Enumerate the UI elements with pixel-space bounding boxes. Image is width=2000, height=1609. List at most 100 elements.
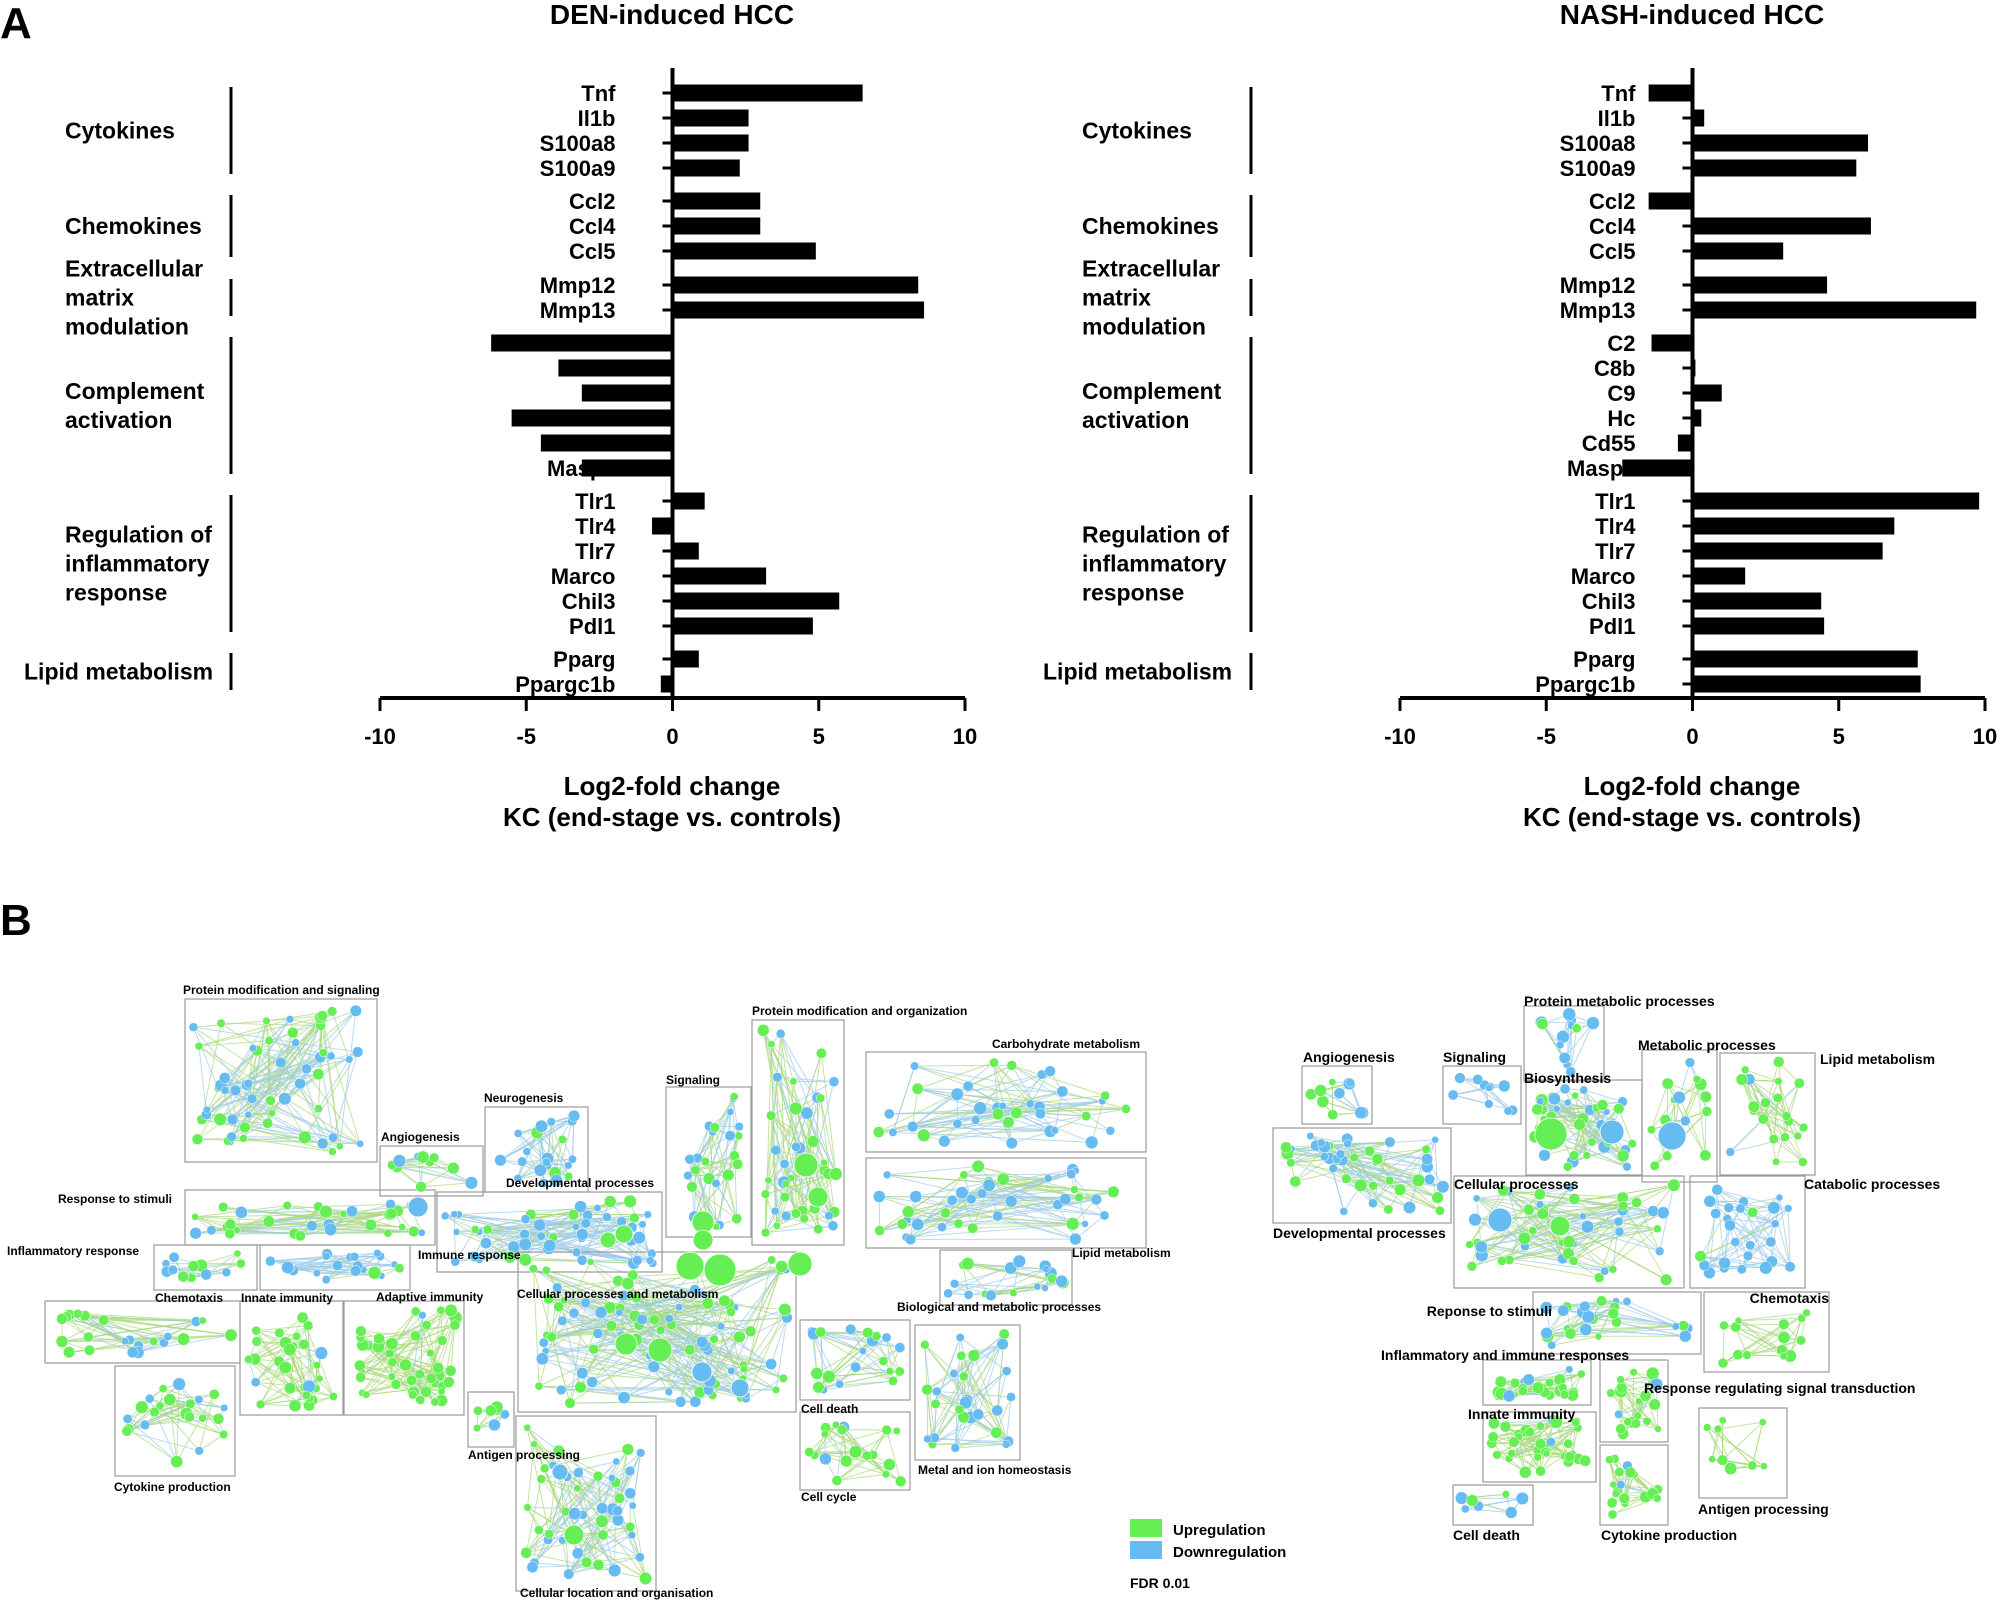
cluster-box: [799, 1411, 911, 1491]
network-edge: [1735, 1326, 1783, 1351]
downregulated-node: [1657, 1121, 1687, 1151]
downregulated-node: [218, 1072, 231, 1084]
upregulated-node: [1562, 1161, 1573, 1172]
downregulated-node: [189, 1227, 202, 1240]
upregulated-node: [1652, 1494, 1662, 1503]
upregulated-node: [1466, 1494, 1479, 1507]
downregulated-node: [824, 1211, 834, 1221]
category-label-c9: C9: [1607, 381, 1635, 406]
upregulated-node: [198, 1413, 207, 1423]
downregulated-node: [349, 1252, 360, 1262]
downregulated-node: [248, 1044, 258, 1053]
upregulated-node: [1517, 1231, 1531, 1245]
network-edge: [538, 1475, 599, 1531]
network-edge: [770, 1115, 814, 1142]
downregulated-node: [970, 1115, 981, 1125]
network-edge: [103, 1319, 154, 1342]
group-label: matrix: [1082, 285, 1151, 311]
downregulated-node: [440, 1211, 450, 1221]
upregulated-node: [268, 1109, 276, 1117]
upregulated-node: [1747, 1100, 1760, 1113]
downregulated-node: [1742, 1250, 1754, 1261]
upregulated-node: [1793, 1131, 1803, 1141]
upregulated-node: [732, 1158, 744, 1170]
upregulated-node: [546, 1331, 557, 1343]
downregulated-node: [1586, 1016, 1600, 1030]
bar-ccl4: [672, 217, 761, 235]
bar-s100a9: [672, 159, 740, 177]
network-edge: [934, 1437, 1007, 1445]
network-edge: [820, 1331, 863, 1352]
downregulated-node: [1735, 1203, 1746, 1214]
network-edge: [632, 1505, 647, 1579]
network-edge: [541, 1478, 578, 1489]
network-edge: [192, 1026, 219, 1089]
upregulated-node: [956, 1350, 967, 1361]
upregulated-node: [1732, 1349, 1744, 1361]
category-label-tlr1: Tlr1: [1595, 489, 1635, 514]
network-edge: [268, 1221, 422, 1234]
downregulated-node: [711, 1179, 721, 1188]
network-edge: [128, 1428, 178, 1463]
upregulated-node: [881, 1424, 892, 1436]
downregulated-node: [1069, 1232, 1082, 1246]
network-edge: [1294, 1146, 1325, 1182]
upregulated-node: [998, 1328, 1010, 1340]
network-edge: [325, 1211, 390, 1215]
chart-title: NASH-induced HCC: [1560, 0, 1824, 30]
network-edge: [745, 1377, 784, 1400]
network-edge: [1570, 1022, 1594, 1072]
downregulated-node: [1403, 1201, 1416, 1214]
upregulated-node: [810, 1367, 824, 1380]
upregulated-node: [420, 1385, 432, 1398]
downregulated-node: [574, 1200, 587, 1214]
downregulated-node: [586, 1376, 599, 1388]
network-edge: [318, 1203, 391, 1208]
downregulated-node: [1468, 1213, 1482, 1227]
legend-downregulation-label: Downregulation: [1173, 1544, 1286, 1561]
upregulated-node: [766, 1110, 777, 1121]
upregulated-node: [1699, 1090, 1712, 1103]
downregulated-node: [1487, 1207, 1513, 1233]
network-edge: [128, 1416, 190, 1430]
network-edge: [487, 1229, 638, 1261]
upregulated-node: [930, 1398, 941, 1409]
network-edge: [954, 1333, 1005, 1449]
network-edge: [1773, 1207, 1791, 1267]
network-edge: [780, 1033, 818, 1098]
network-edge: [981, 1193, 1058, 1206]
upregulated-node: [760, 1189, 771, 1199]
upregulated-node: [436, 1305, 446, 1315]
downregulated-node: [499, 1409, 510, 1420]
upregulated-node: [541, 1265, 551, 1275]
upregulated-node: [1549, 1215, 1571, 1237]
downregulated-node: [1684, 1057, 1696, 1068]
downregulated-node: [1056, 1085, 1069, 1098]
downregulated-node: [1472, 1074, 1484, 1085]
network-edge: [1752, 1111, 1786, 1138]
network-edge: [1612, 1496, 1646, 1515]
upregulated-node: [449, 1319, 461, 1331]
upregulated-node: [779, 1191, 790, 1203]
network-edge: [1737, 1312, 1807, 1356]
upregulated-node: [335, 1142, 344, 1151]
network-edge: [872, 1340, 901, 1372]
network-edge: [194, 1216, 227, 1228]
downregulated-node: [1557, 1304, 1570, 1317]
downregulated-node: [536, 1231, 546, 1241]
category-label-chil3: Chil3: [562, 589, 616, 614]
downregulated-node: [285, 1015, 295, 1024]
cluster-box: [751, 1019, 845, 1246]
bar-s100a8: [1692, 134, 1868, 152]
network-edge: [1619, 1231, 1660, 1252]
network-edge: [702, 1270, 781, 1295]
upregulated-node: [198, 1316, 207, 1325]
network-edge: [287, 1266, 382, 1277]
upregulated-node: [1781, 1111, 1792, 1121]
category-label-mmp12: Mmp12: [540, 273, 616, 298]
upregulated-node: [530, 1440, 538, 1448]
upregulated-node: [623, 1194, 637, 1209]
network-edge: [1753, 1110, 1787, 1117]
upregulated-node: [1694, 1250, 1707, 1263]
downregulated-node: [1335, 1149, 1346, 1159]
